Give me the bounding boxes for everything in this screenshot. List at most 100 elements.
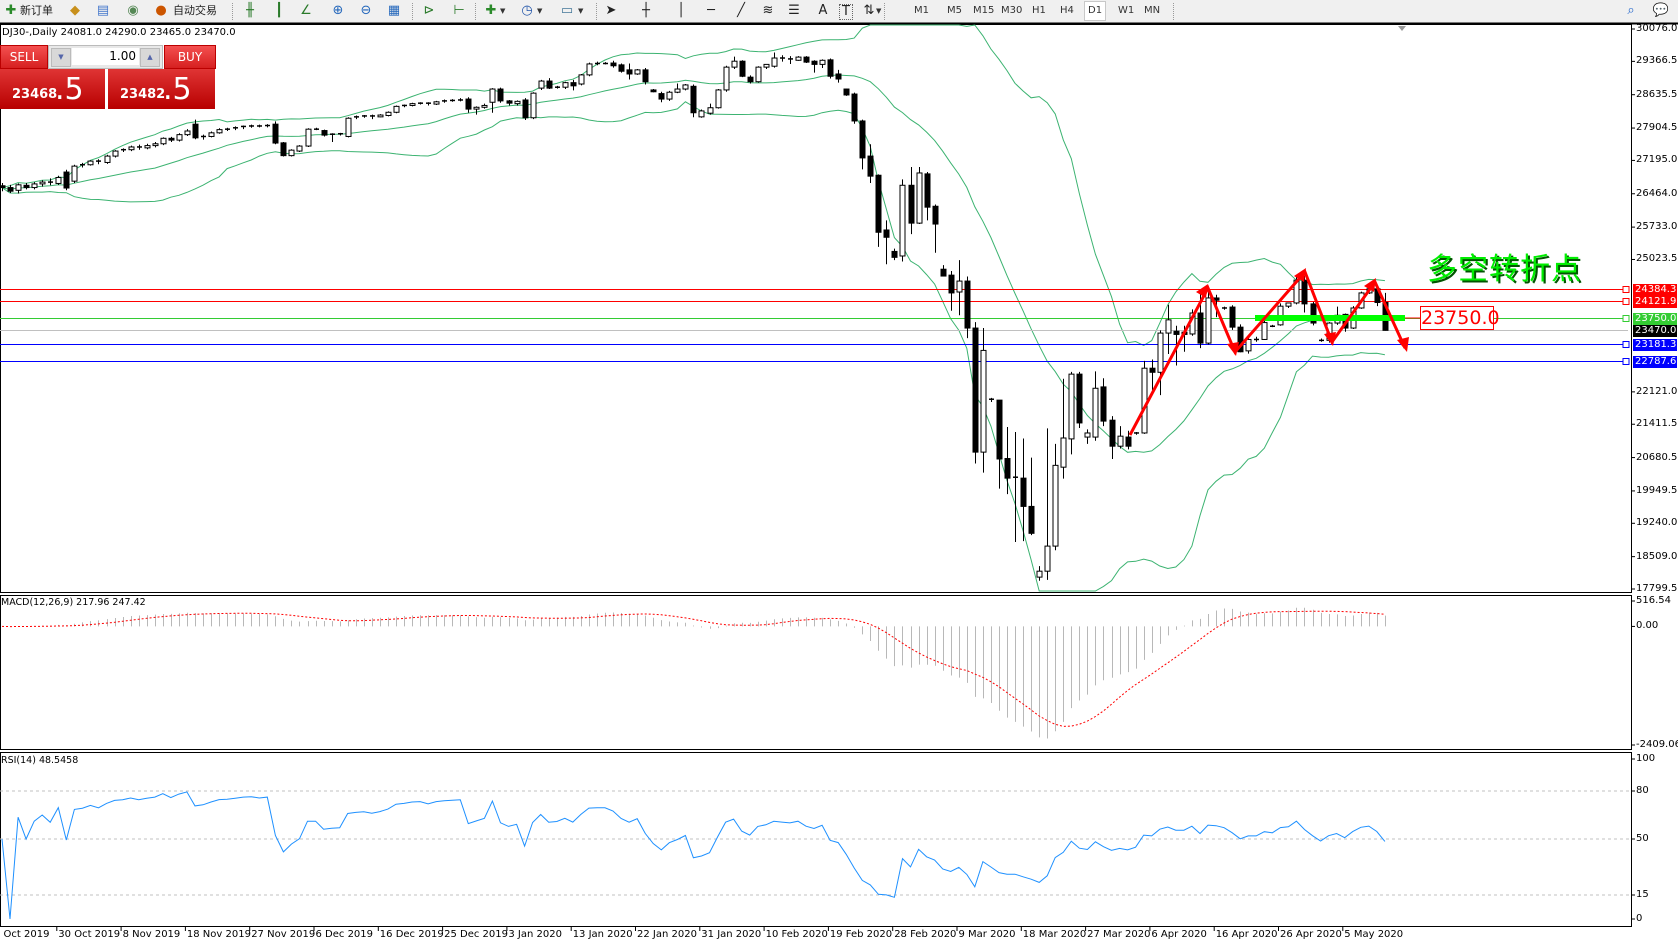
timeframe-h4[interactable]: H4 [1060,5,1074,16]
zoom-in-icon[interactable]: ⊕ [332,3,344,18]
horizontal-line-icon[interactable]: ─ [707,3,715,18]
autoscroll-icon[interactable]: ⊳ [423,3,435,18]
auto-trading-icon[interactable]: ● [155,3,167,18]
timeframe-h1[interactable]: H1 [1032,5,1046,16]
bar-chart-icon[interactable]: ╫ [246,3,254,18]
date-tick-label: 25 Dec 2019 [444,929,508,940]
timeframe-m30[interactable]: M30 [1001,5,1023,16]
chevron-down-icon[interactable]: ▼ [578,7,584,15]
green-zone-bar[interactable] [1255,315,1405,321]
timeframe-mn[interactable]: MN [1144,5,1161,16]
buy-button[interactable]: BUY [164,45,216,69]
candle-bear-body [891,250,898,258]
sell-price-button[interactable]: 23468 .5 [0,69,105,109]
candle [851,92,858,124]
candle [31,182,38,190]
candle [747,75,754,84]
candle [715,89,722,109]
candle [674,83,681,94]
candle-bull-body [288,149,295,157]
level-handle-icon[interactable] [1622,315,1630,322]
fibonacci-icon[interactable]: ☰ [788,3,800,18]
lot-size-input[interactable]: 1.00 [72,48,139,65]
candle [1270,324,1275,328]
templates-icon[interactable]: ▭ [560,3,574,18]
level-handle-icon[interactable] [1622,298,1630,305]
candle [314,127,319,131]
candle [642,68,649,85]
timeframe-d1[interactable]: D1 [1084,1,1107,21]
metaeditor-icon[interactable]: ◆ [70,3,80,18]
candle-bear-body [0,185,6,189]
timeframe-m15[interactable]: M15 [973,5,995,16]
level-handle-icon[interactable] [1622,286,1630,293]
crosshair-icon[interactable]: ┼ [642,3,650,18]
trendline-icon[interactable]: ╱ [737,3,745,18]
level-handle-icon[interactable] [1622,341,1630,348]
timeframe-w1[interactable]: W1 [1118,5,1135,16]
cursor-icon[interactable]: ➤ [605,3,617,18]
tile-windows-icon[interactable]: ▦ [387,3,401,18]
annotation-drawings[interactable] [1128,26,1420,436]
signals-icon[interactable]: ◉ [127,3,139,18]
candle-bear-body [192,123,199,139]
line-chart-icon[interactable]: ∠ [300,3,312,18]
candle-bear-body [843,88,850,96]
timeframe-m5[interactable]: M5 [947,5,962,16]
level-tag: 24121.9 [1633,295,1677,308]
candle-bull-body [1141,367,1148,434]
auto-trading-button[interactable]: 自动交易 [173,4,217,17]
text-tool[interactable]: A [818,3,828,18]
chart-shift-marker-icon[interactable] [1398,26,1406,31]
date-tick-label: 5 May 2020 [1344,929,1404,940]
candle [603,62,608,65]
rsi-indicator [1,791,1386,920]
candle [354,115,359,120]
annotation-price-label[interactable]: 23750.0 [1420,306,1500,330]
arrows-icon[interactable]: ⇅ [863,3,875,18]
vertical-line-icon[interactable]: │ [677,3,685,18]
candle-bull-body [128,146,135,151]
chevron-down-icon[interactable]: ▼ [876,7,882,15]
candle [1109,416,1116,459]
price-tick-label: 28635.5 [1636,88,1678,100]
timeframe-m1[interactable]: M1 [914,5,929,16]
candle-bear-body [7,187,14,192]
buy-price-button[interactable]: 23482 .5 [108,69,215,109]
candle-bull-body [715,89,722,109]
market-watch-icon[interactable]: ▤ [96,3,110,18]
candle-bull-body [819,59,826,65]
candle-bear-body [1229,306,1236,328]
text-label-icon[interactable]: T [839,4,853,20]
sell-button[interactable]: SELL [0,45,48,69]
candlestick-icon[interactable]: ┃ [275,3,283,18]
chevron-down-icon[interactable]: ▼ [537,7,543,15]
candle [811,60,818,73]
candle [87,160,94,166]
chart-shift-icon[interactable]: ⊢ [453,3,465,18]
search-icon[interactable]: ⌕ [1627,3,1635,18]
candle [883,220,890,265]
lot-decrease-icon[interactable]: ▼ [51,48,71,67]
indicators-icon[interactable]: ✚ [485,3,497,18]
candle [546,78,553,90]
zoom-out-icon[interactable]: ⊖ [360,3,372,18]
annotation-text[interactable]: 多空转折点 [1427,252,1582,287]
candle-bull-body [980,349,987,453]
candle [940,265,947,277]
candle [698,109,705,118]
chat-icon[interactable]: 💬 [1652,3,1670,18]
level-handle-icon[interactable] [1622,358,1630,365]
candle-bear-body [1149,367,1156,373]
price-tick-label: 21411.5 [1636,418,1678,430]
periods-clock-icon[interactable]: ◷ [521,3,533,18]
new-order-button[interactable]: 新订单 [20,4,53,17]
candle [570,79,577,91]
new-order-icon[interactable]: ✚ [5,3,17,18]
chevron-down-icon[interactable]: ▼ [500,7,506,15]
lot-increase-icon[interactable]: ▲ [140,48,160,67]
zigzag-arrow-path[interactable] [1128,269,1407,436]
macd-label: MACD(12,26,9) 217.96 247.42 [1,597,146,608]
equidistant-channel-icon[interactable]: ≋ [762,3,774,18]
